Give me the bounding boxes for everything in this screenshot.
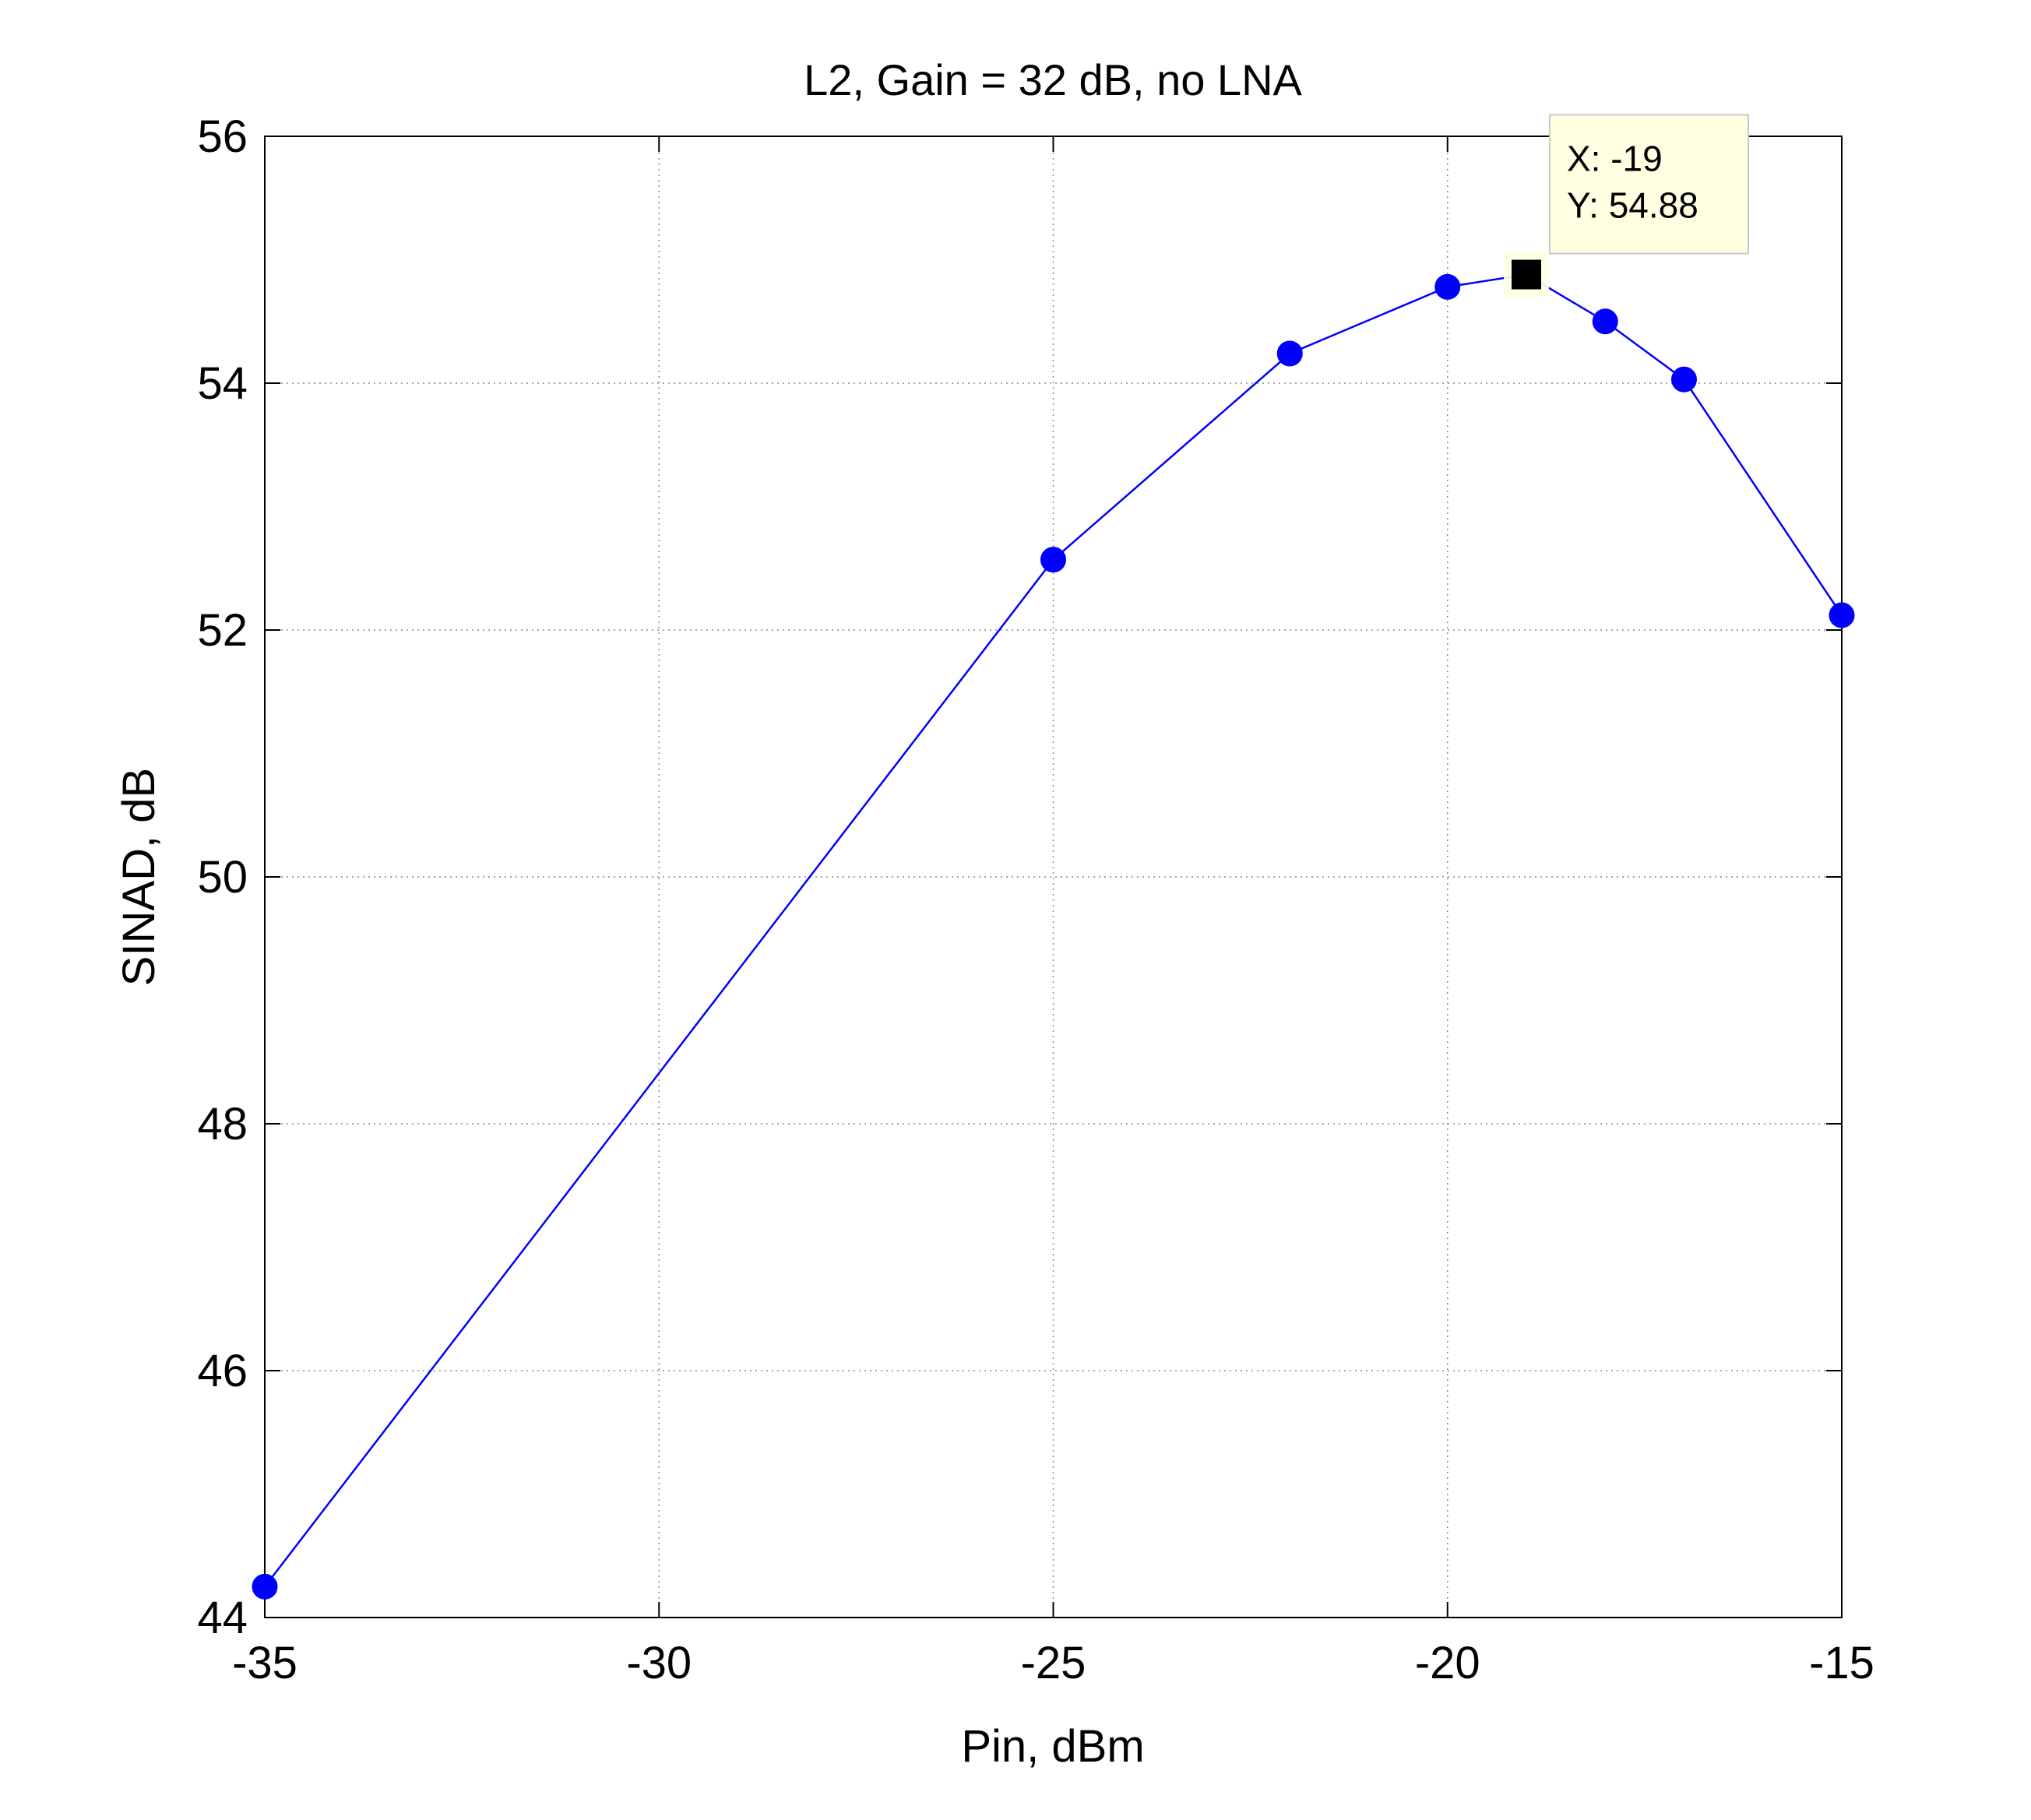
- plot-frame: [264, 136, 1843, 1618]
- datatip[interactable]: X: -19 Y: 54.88: [1504, 114, 1749, 297]
- y-tick-label: 52: [197, 605, 248, 656]
- y-tick-label: 46: [197, 1346, 248, 1396]
- chart-title: L2, Gain = 32 dB, no LNA: [804, 55, 1302, 104]
- series-line: [264, 273, 1843, 1588]
- plot-area: [265, 136, 1842, 1618]
- y-tick-label: 44: [197, 1593, 248, 1643]
- series: [252, 273, 1855, 1600]
- y-tick-label: 48: [197, 1099, 248, 1149]
- axis-ticks: -35 -30 -25 -20 -15 44 46 48 50 52 54 56: [197, 111, 1874, 1688]
- y-tick-label: 56: [197, 111, 248, 162]
- datatip-marker[interactable]: [1512, 259, 1541, 290]
- data-point: [1829, 602, 1855, 628]
- datatip-text: X: -19: [1567, 139, 1663, 179]
- data-point: [252, 1573, 278, 1600]
- x-tick-label: -35: [232, 1638, 297, 1688]
- y-tick-label: 50: [197, 852, 248, 903]
- grid: [265, 136, 1842, 1618]
- x-tick-label: -30: [626, 1638, 692, 1688]
- x-axis-label: Pin, dBm: [961, 1721, 1144, 1772]
- y-axis-label: SINAD, dB: [114, 768, 164, 986]
- data-point: [1671, 366, 1697, 393]
- data-point: [1276, 340, 1303, 367]
- x-tick-label: -25: [1021, 1638, 1086, 1688]
- x-tick-label: -20: [1415, 1638, 1480, 1688]
- y-tick-label: 54: [197, 358, 248, 409]
- data-point: [1434, 273, 1461, 300]
- data-point: [1592, 308, 1618, 335]
- data-point: [1040, 547, 1066, 573]
- datatip-box[interactable]: [1549, 114, 1749, 255]
- datatip-text: Y: 54.88: [1567, 185, 1698, 226]
- x-tick-label: -15: [1809, 1638, 1874, 1688]
